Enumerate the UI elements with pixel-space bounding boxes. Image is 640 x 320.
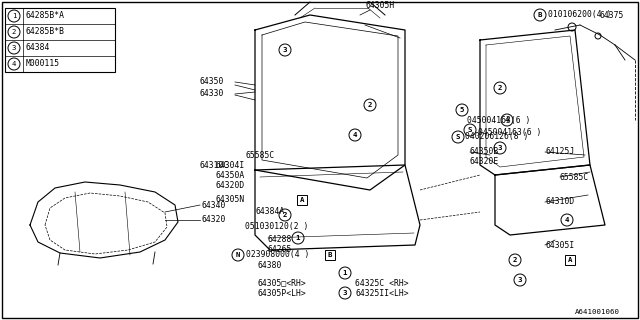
Text: 64310D: 64310D xyxy=(545,197,574,206)
Text: 65585C: 65585C xyxy=(560,172,589,181)
Text: 4: 4 xyxy=(12,61,16,67)
Text: 1: 1 xyxy=(296,235,300,241)
Text: 3: 3 xyxy=(518,277,522,283)
Text: 2: 2 xyxy=(12,29,16,35)
Text: N: N xyxy=(236,252,240,258)
Text: A: A xyxy=(300,197,304,203)
Text: 045004163(6 ): 045004163(6 ) xyxy=(467,116,531,124)
Text: 64340: 64340 xyxy=(202,201,227,210)
Text: 64350: 64350 xyxy=(200,77,225,86)
Text: 64265: 64265 xyxy=(268,245,292,254)
Text: 64305□<RH>: 64305□<RH> xyxy=(258,278,307,287)
FancyBboxPatch shape xyxy=(5,8,115,72)
FancyBboxPatch shape xyxy=(297,195,307,205)
Text: 64325C <RH>: 64325C <RH> xyxy=(355,278,408,287)
Text: 64384: 64384 xyxy=(26,44,51,52)
Text: 64310C: 64310C xyxy=(200,161,229,170)
Text: 64320D: 64320D xyxy=(215,180,244,189)
Text: 4: 4 xyxy=(564,217,569,223)
Text: 64125J: 64125J xyxy=(545,148,574,156)
Text: S: S xyxy=(456,134,460,140)
Text: 64350B: 64350B xyxy=(470,148,499,156)
Text: 2: 2 xyxy=(368,102,372,108)
Text: A: A xyxy=(568,257,572,263)
Text: 64305I: 64305I xyxy=(545,241,574,250)
Text: B: B xyxy=(538,12,542,18)
Text: 2: 2 xyxy=(498,85,502,91)
Text: 64380: 64380 xyxy=(258,260,282,269)
Text: 64305H: 64305H xyxy=(365,1,394,10)
Text: 1: 1 xyxy=(12,13,16,19)
Text: 65585C: 65585C xyxy=(245,150,275,159)
Text: 2: 2 xyxy=(513,257,517,263)
Text: 64305N: 64305N xyxy=(215,196,244,204)
Text: 3: 3 xyxy=(283,47,287,53)
Text: 64320: 64320 xyxy=(202,215,227,225)
Text: 64304I: 64304I xyxy=(216,161,245,170)
Text: 051030120(2 ): 051030120(2 ) xyxy=(245,222,308,231)
Text: 64320E: 64320E xyxy=(470,157,499,166)
Text: 64305P<LH>: 64305P<LH> xyxy=(258,289,307,298)
Text: 4: 4 xyxy=(505,117,509,123)
Text: M000115: M000115 xyxy=(26,60,60,68)
Text: 045004163(6 ): 045004163(6 ) xyxy=(478,127,541,137)
Text: 3: 3 xyxy=(343,290,348,296)
Text: 64285B*B: 64285B*B xyxy=(26,28,65,36)
Text: B: B xyxy=(328,252,332,258)
Text: 64375: 64375 xyxy=(600,11,625,20)
Text: 040206126(8 ): 040206126(8 ) xyxy=(465,132,529,141)
Text: 3: 3 xyxy=(12,45,16,51)
Text: 64325II<LH>: 64325II<LH> xyxy=(355,289,408,298)
Text: 1: 1 xyxy=(343,270,348,276)
Text: 64330: 64330 xyxy=(200,90,225,99)
Text: 010106200(4 ): 010106200(4 ) xyxy=(548,11,611,20)
Text: A641001060: A641001060 xyxy=(575,309,620,315)
Text: 4: 4 xyxy=(353,132,357,138)
Text: S: S xyxy=(468,127,472,133)
Text: 64350A: 64350A xyxy=(215,171,244,180)
Text: 64285B*A: 64285B*A xyxy=(26,12,65,20)
Text: 023908000(4 ): 023908000(4 ) xyxy=(246,251,309,260)
Text: 3: 3 xyxy=(498,145,502,151)
Text: 5: 5 xyxy=(460,107,464,113)
FancyBboxPatch shape xyxy=(565,255,575,265)
FancyBboxPatch shape xyxy=(325,250,335,260)
Text: 64288: 64288 xyxy=(268,236,292,244)
Text: 64384A: 64384A xyxy=(255,207,284,217)
Text: 2: 2 xyxy=(283,212,287,218)
